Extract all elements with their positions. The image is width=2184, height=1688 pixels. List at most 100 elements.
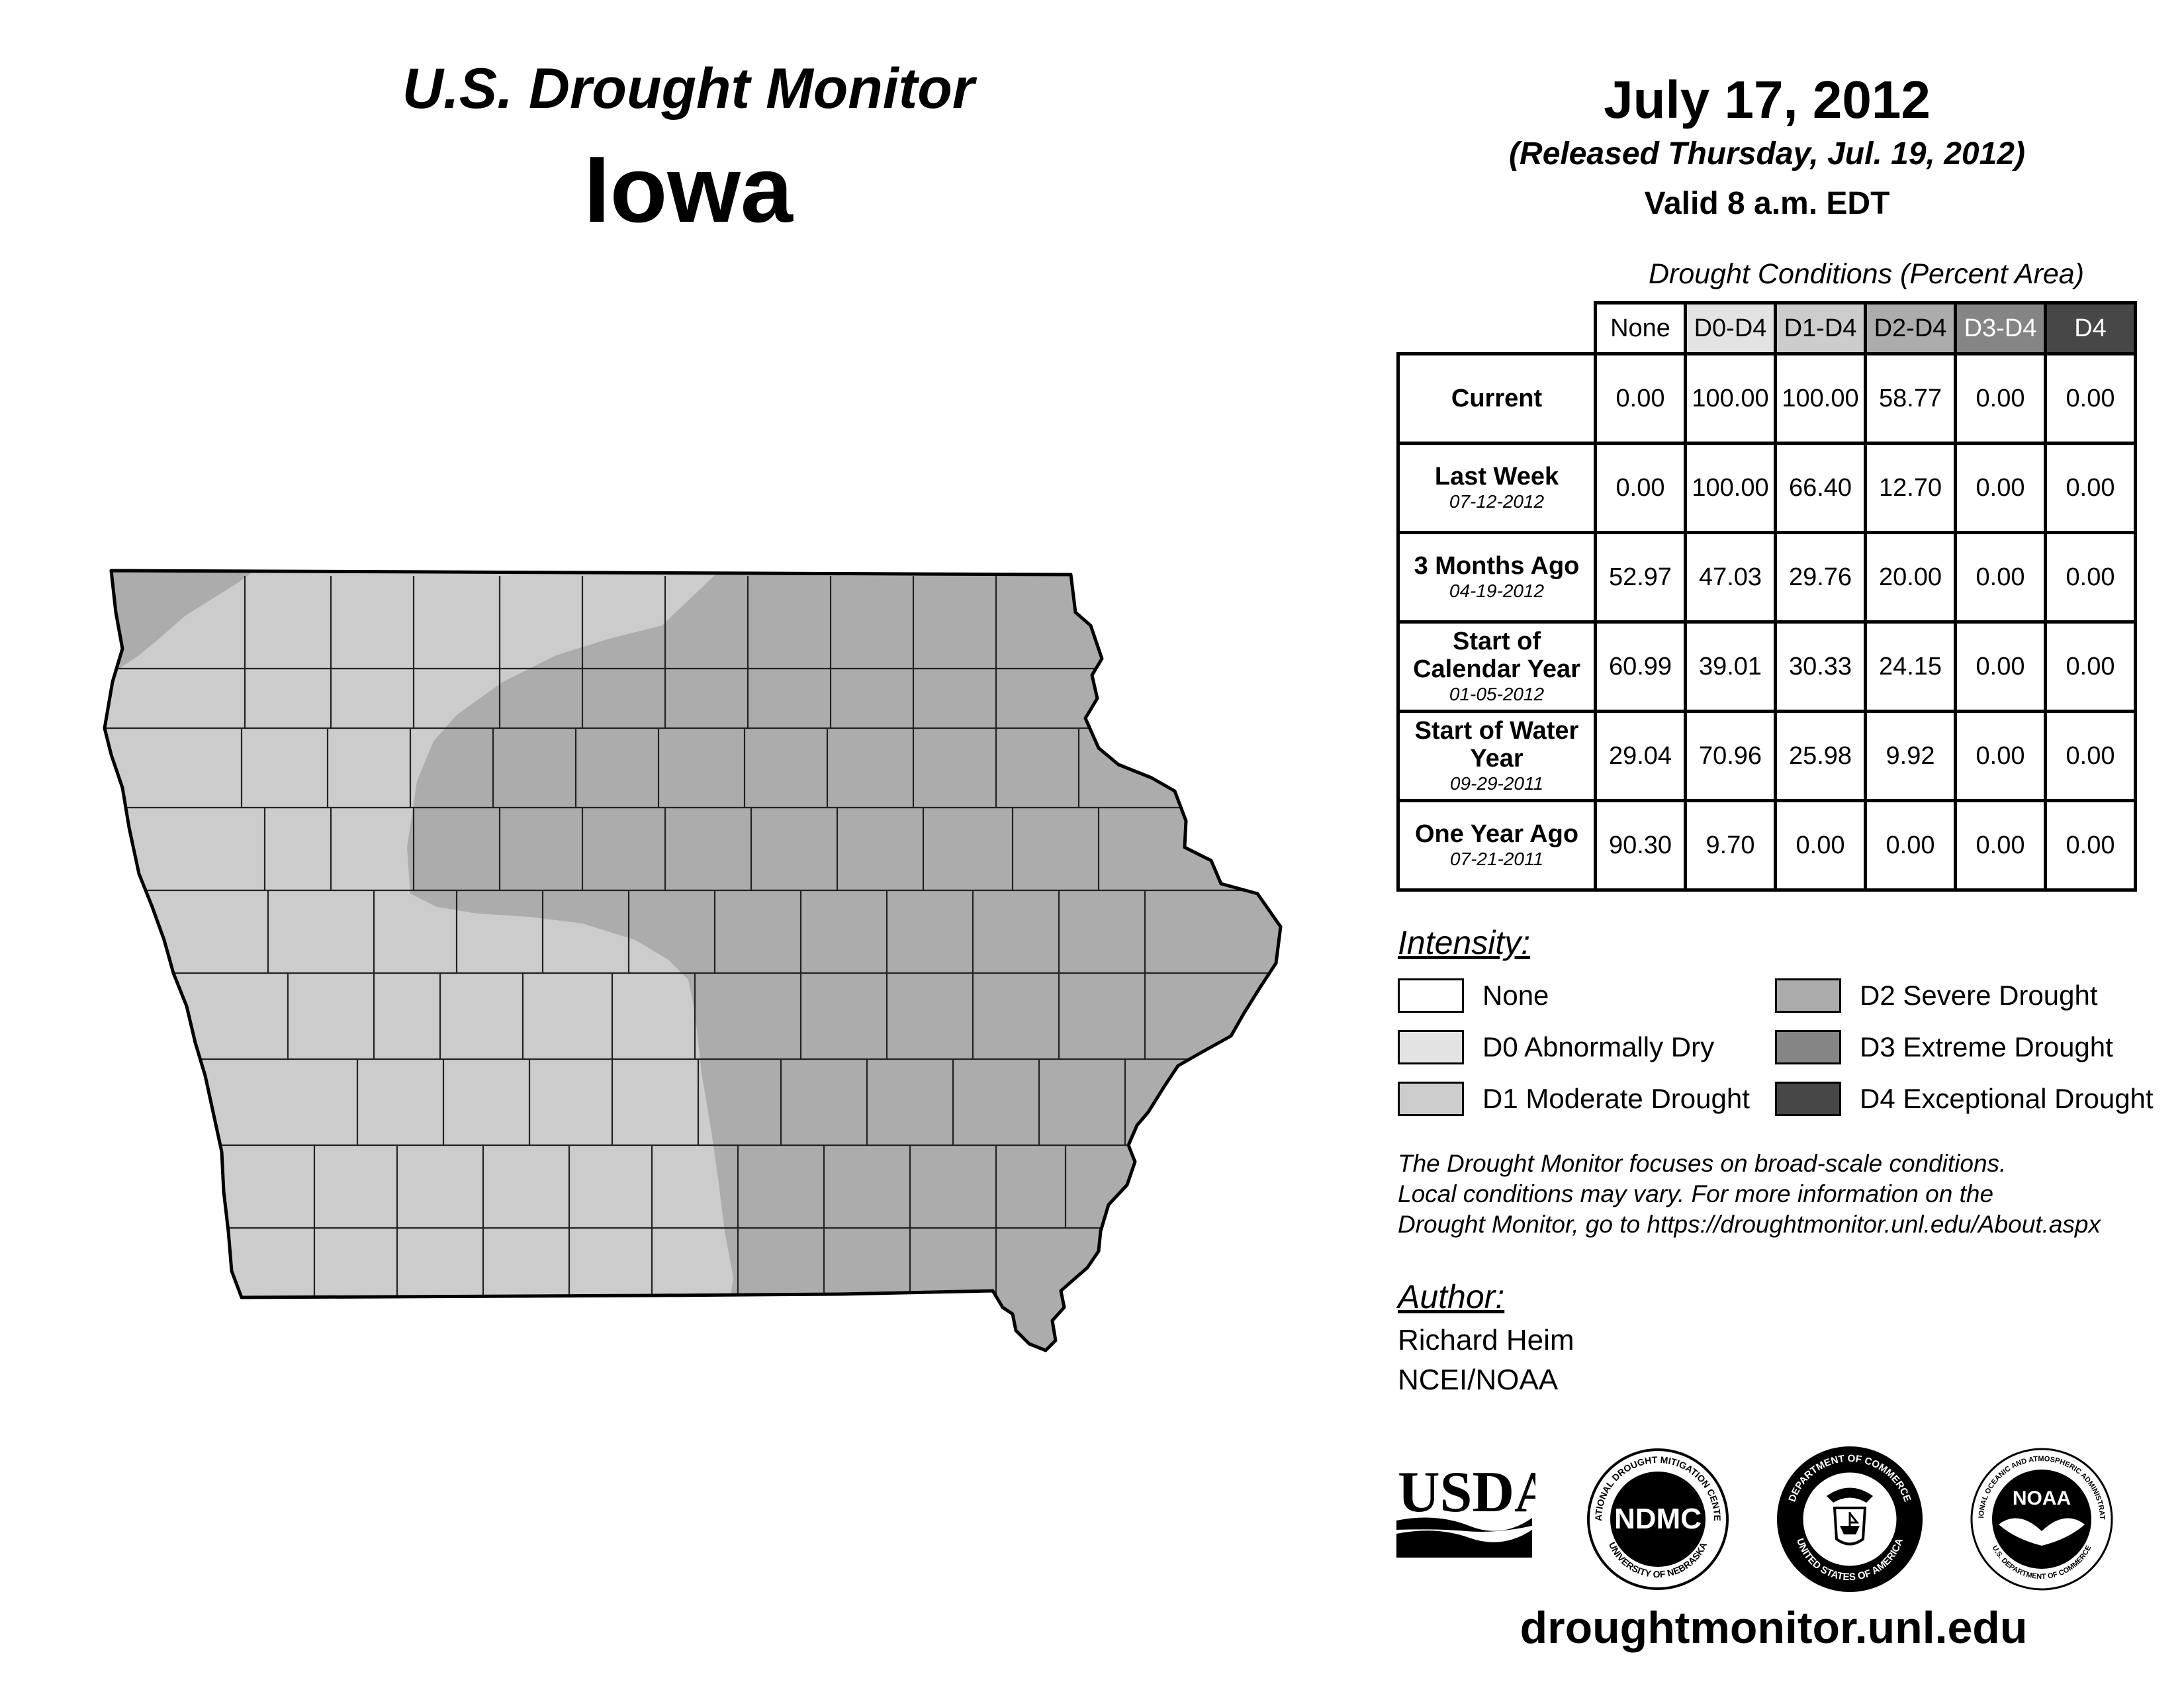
noaa-inner-disc — [1992, 1470, 2091, 1569]
row-label-cell: 3 Months Ago 04-19-2012 — [1396, 531, 1597, 624]
disclaimer-note: The Drought Monitor focuses on broad-sca… — [1398, 1149, 2159, 1240]
legend-swatch — [1775, 978, 1841, 1013]
row-label-cell: Current — [1396, 352, 1597, 445]
row-date: 04-19-2012 — [1449, 581, 1545, 601]
sail-icon — [1848, 1512, 1860, 1526]
row-label-cell: Start of Calendar Year 01-05-2012 — [1396, 620, 1597, 713]
author-organization: NCEI/NOAA — [1398, 1364, 1559, 1396]
row-label-cell: One Year Ago 07-21-2011 — [1396, 799, 1597, 892]
table-header-row: None D0-D4 D1-D4 D2-D4 D3-D4 D4 — [1398, 301, 2137, 355]
eagle-icon — [1827, 1487, 1873, 1503]
value-cell: 9.70 — [1684, 799, 1777, 892]
usda-logo: USDA — [1396, 1460, 1535, 1558]
legend-label: None — [1482, 980, 1549, 1011]
value-cell: 0.00 — [1594, 352, 1687, 445]
legend-label: D1 Moderate Drought — [1482, 1083, 1750, 1114]
legend-swatch — [1398, 978, 1464, 1013]
value-cell: 58.77 — [1864, 352, 1957, 445]
value-cell: 47.03 — [1684, 531, 1777, 624]
table-row: Last Week 07-12-2012 0.00 100.00 66.40 12.70 0… — [1396, 442, 2137, 534]
legend-label: D3 Extreme Drought — [1860, 1031, 2113, 1062]
column-header-d1-d4: D1-D4 — [1774, 301, 1867, 355]
table-row: Current 0.00 100.00 100.00 58.77 0.00 0.00 — [1396, 352, 2137, 445]
row-label: One Year Ago — [1414, 820, 1579, 848]
row-date: 07-12-2012 — [1449, 491, 1545, 512]
value-cell: 0.00 — [2044, 442, 2137, 534]
usda-logo-text: USDA — [1398, 1460, 1535, 1524]
value-cell: 20.00 — [1864, 531, 1957, 624]
column-header-d4: D4 — [2044, 301, 2137, 355]
row-date: 09-29-2011 — [1449, 773, 1544, 794]
row-label: Current — [1451, 385, 1543, 412]
d2-region-east — [407, 571, 1281, 1350]
iowa-drought-map — [0, 0, 1377, 1688]
note-line: Local conditions may vary. For more info… — [1398, 1180, 1994, 1207]
value-cell: 9.92 — [1864, 710, 1957, 802]
table-body: Current 0.00 100.00 100.00 58.77 0.00 0.00 Last… — [1396, 352, 2137, 892]
value-cell: 90.30 — [1594, 799, 1687, 892]
map-title: U.S. Drought Monitor — [402, 57, 975, 120]
website-link[interactable]: droughtmonitor.unl.edu — [1520, 1603, 2028, 1653]
table-row: Start of Calendar Year 01-05-2012 60.99 39.… — [1396, 620, 2137, 713]
row-label-cell: Last Week 07-12-2012 — [1396, 442, 1597, 534]
table-row: 3 Months Ago 04-19-2012 52.97 47.03 29.76 20.… — [1396, 531, 2137, 624]
value-cell: 60.99 — [1594, 620, 1687, 713]
value-cell: 66.40 — [1774, 442, 1867, 534]
value-cell: 0.00 — [1954, 442, 2047, 534]
seagull-icon — [1999, 1518, 2085, 1546]
legend-label: D4 Exceptional Drought — [1860, 1083, 2154, 1114]
table-row: One Year Ago 07-21-2011 90.30 9.70 0.00 0.00 0… — [1396, 799, 2137, 892]
valid-time: Valid 8 a.m. EDT — [1644, 186, 1890, 221]
column-header-none: None — [1594, 301, 1687, 355]
value-cell: 0.00 — [1954, 620, 2047, 713]
value-cell: 25.98 — [1774, 710, 1867, 802]
table-caption: Drought Conditions (Percent Area) — [1648, 258, 2085, 290]
value-cell: 0.00 — [2044, 352, 2137, 445]
value-cell: 0.00 — [2044, 620, 2137, 713]
legend-label: D2 Severe Drought — [1860, 980, 2098, 1011]
value-cell: 0.00 — [2044, 710, 2137, 802]
value-cell: 30.33 — [1774, 620, 1867, 713]
value-cell: 70.96 — [1684, 710, 1777, 802]
legend-swatch — [1775, 1030, 1841, 1064]
value-cell: 0.00 — [1774, 799, 1867, 892]
value-cell: 0.00 — [1594, 442, 1687, 534]
column-header-d0-d4: D0-D4 — [1684, 301, 1777, 355]
author-heading: Author: — [1398, 1278, 1505, 1315]
value-cell: 0.00 — [1954, 352, 2047, 445]
usda-logo-wave — [1396, 1517, 1532, 1532]
ndmc-logo: NATIONAL DROUGHT MITIGATION CENTER UNIVE… — [1585, 1446, 1729, 1590]
release-date: (Released Thursday, Jul. 19, 2012) — [1509, 136, 2025, 171]
row-label: Last Week — [1434, 463, 1559, 491]
value-cell: 0.00 — [1954, 710, 2047, 802]
note-line: The Drought Monitor focuses on broad-sca… — [1398, 1150, 2007, 1177]
value-cell: 0.00 — [2044, 799, 2137, 892]
author-name: Richard Heim — [1398, 1324, 1574, 1356]
legend-swatch — [1398, 1082, 1464, 1116]
noaa-logo-text: NOAA — [2013, 1487, 2071, 1509]
value-cell: 24.15 — [1864, 620, 1957, 713]
value-cell: 0.00 — [1954, 531, 2047, 624]
ship-icon — [1840, 1526, 1860, 1534]
value-cell: 0.00 — [2044, 531, 2137, 624]
note-line: Drought Monitor, go to https://droughtmo… — [1398, 1211, 2101, 1238]
row-label: Start of Calendar Year — [1413, 628, 1580, 683]
legend-swatch — [1775, 1082, 1841, 1116]
value-cell: 39.01 — [1684, 620, 1777, 713]
legend-swatch — [1398, 1030, 1464, 1064]
row-date: 01-05-2012 — [1449, 684, 1545, 704]
value-cell: 29.76 — [1774, 531, 1867, 624]
legend-label: D0 Abnormally Dry — [1482, 1031, 1715, 1062]
drought-conditions-table: None D0-D4 D1-D4 D2-D4 D3-D4 D4 Current 0… — [1396, 301, 2137, 892]
value-cell: 52.97 — [1594, 531, 1687, 624]
value-cell: 0.00 — [1954, 799, 2047, 892]
map-date: July 17, 2012 — [1604, 70, 1931, 129]
value-cell: 0.00 — [1864, 799, 1957, 892]
value-cell: 29.04 — [1594, 710, 1687, 802]
value-cell: 12.70 — [1864, 442, 1957, 534]
commerce-seal: DEPARTMENT OF COMMERCE UNITED STATES OF … — [1777, 1446, 1923, 1592]
column-header-d2-d4: D2-D4 — [1864, 301, 1957, 355]
value-cell: 100.00 — [1684, 442, 1777, 534]
noaa-logo: NATIONAL OCEANIC AND ATMOSPHERIC ADMINIS… — [1969, 1446, 2113, 1591]
value-cell: 100.00 — [1684, 352, 1777, 445]
